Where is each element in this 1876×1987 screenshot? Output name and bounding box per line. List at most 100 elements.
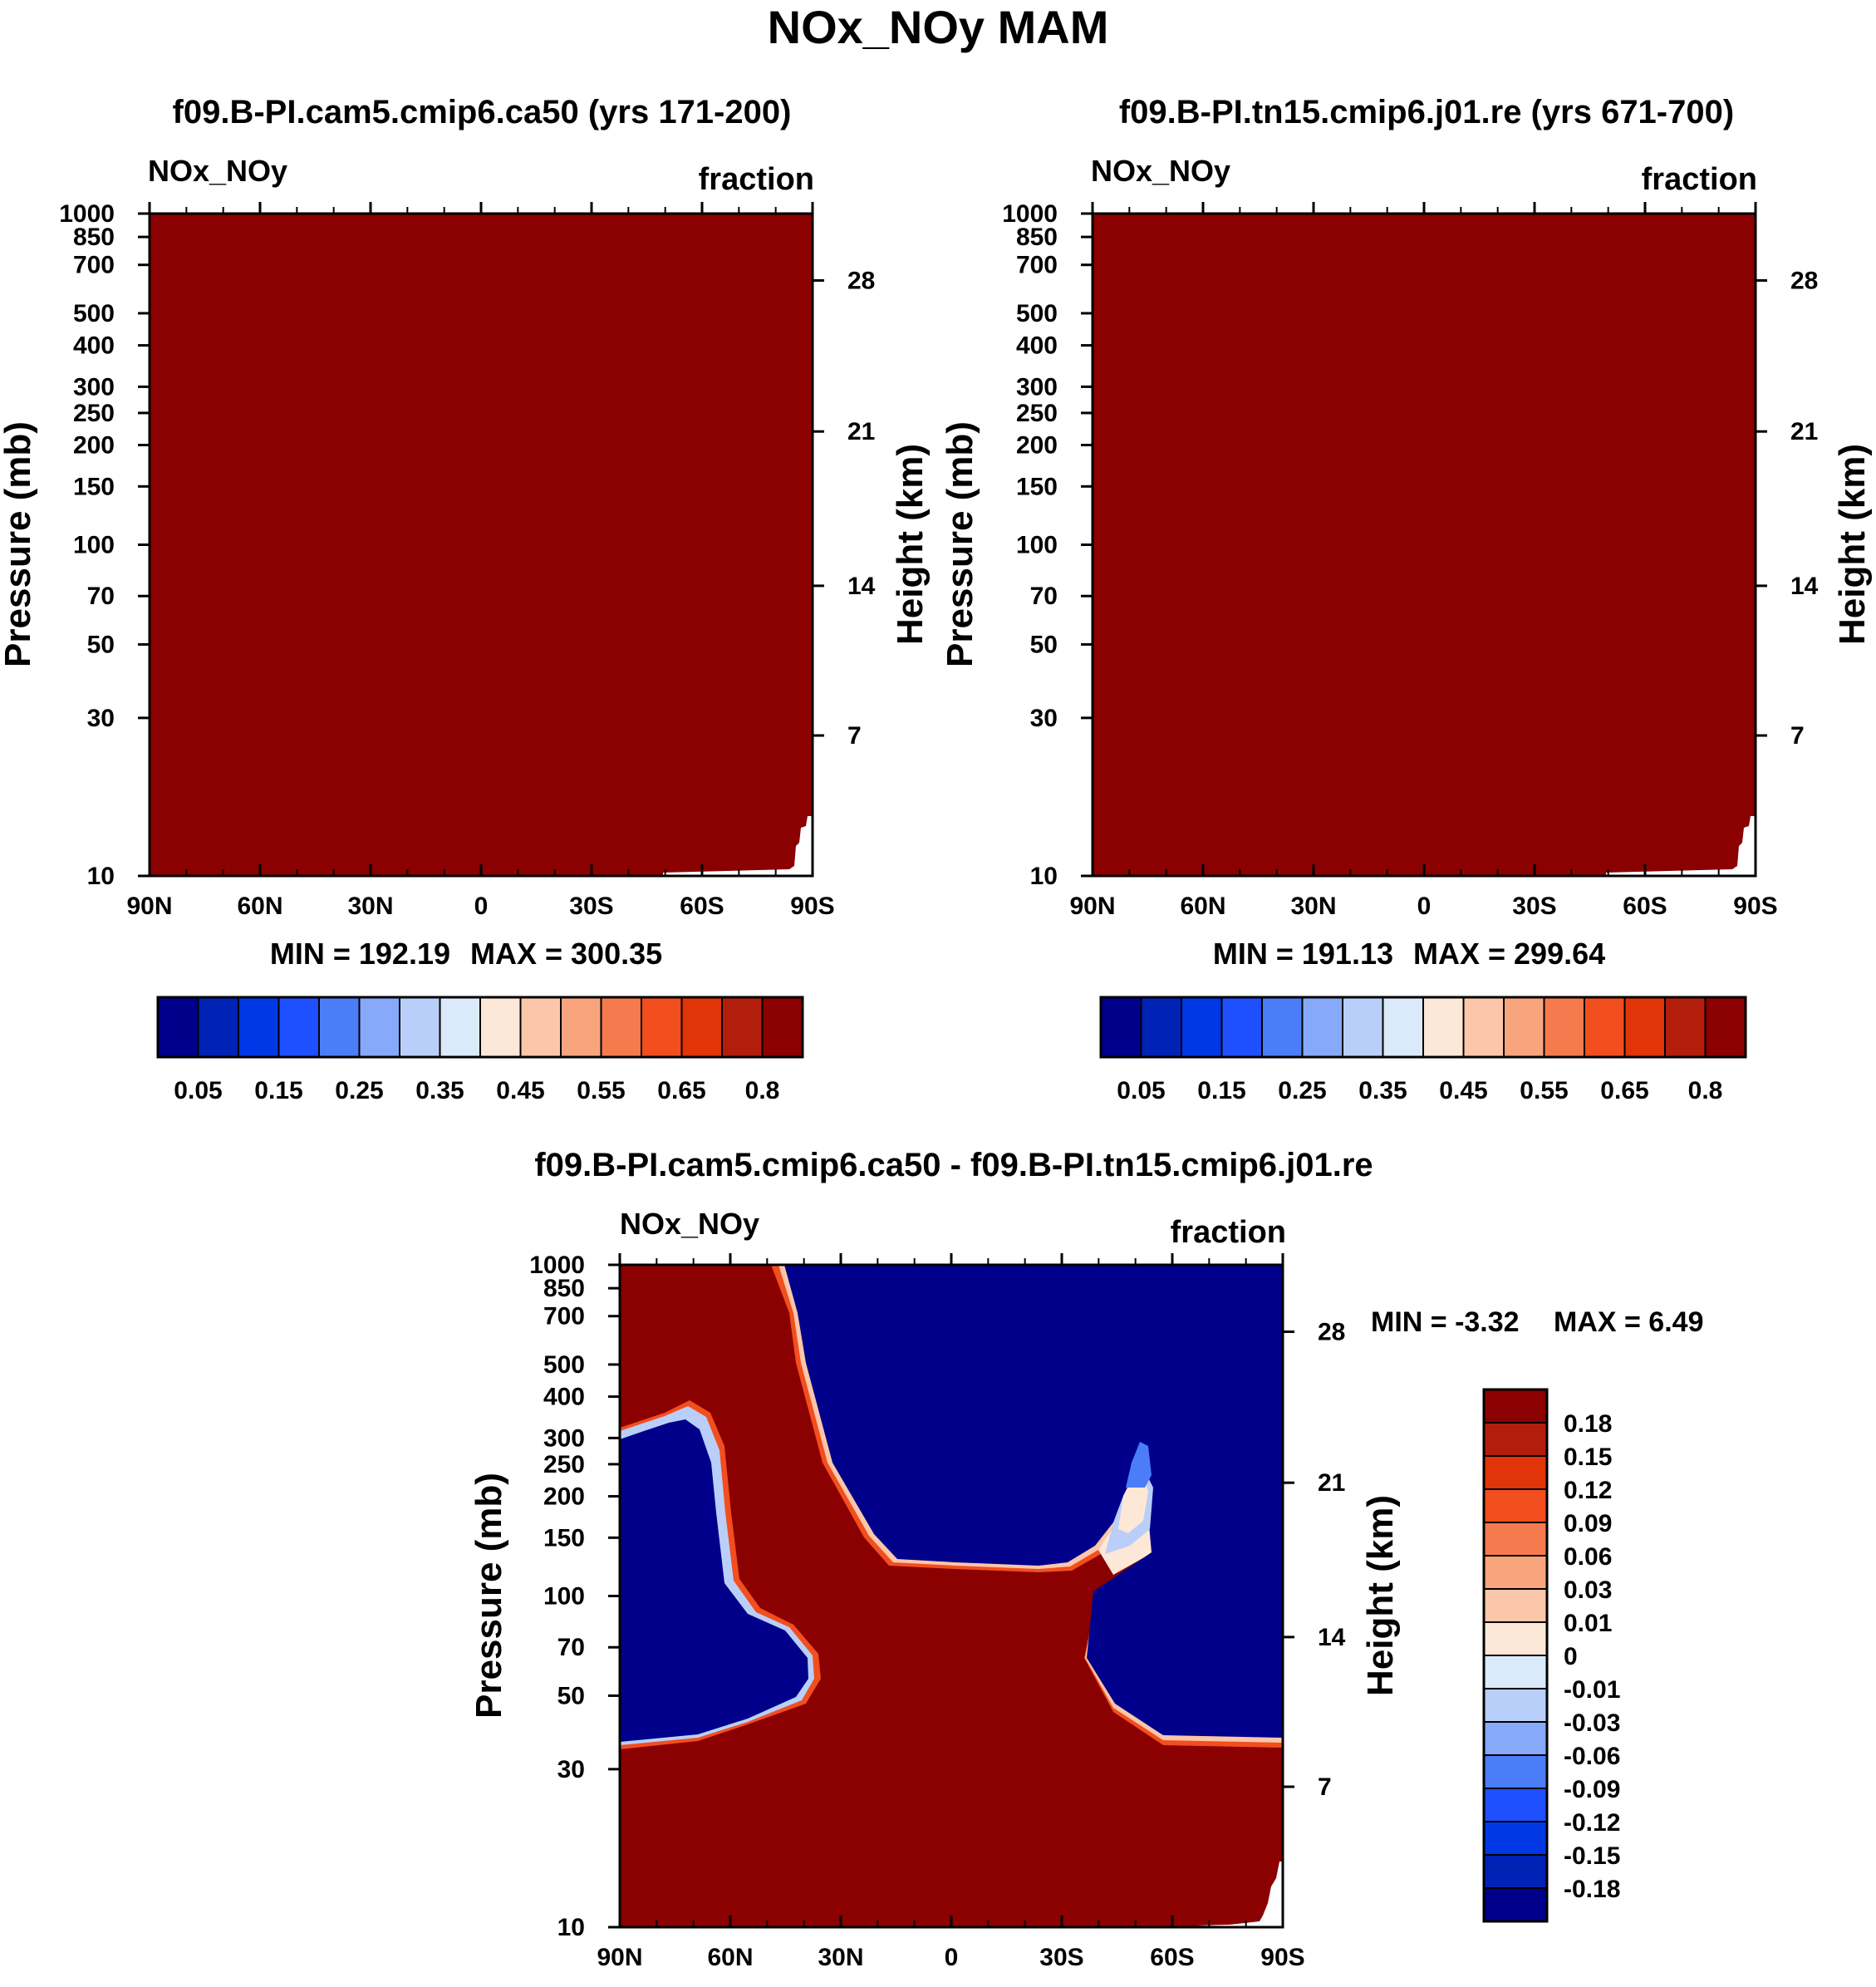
colorbar-box	[1483, 1788, 1548, 1822]
y-tick-label: 400	[543, 1384, 585, 1411]
panel-1-axes: 90N 60N 30N 0 30S 60S 90S 10 30 50 70 100 150 200 2503…	[59, 200, 875, 920]
x-tick-label: 60S	[1623, 893, 1667, 920]
colorbar-label: 0.03	[1564, 1576, 1612, 1604]
colorbar-label: 0.35	[415, 1077, 464, 1104]
y2-tick-label: 28	[1790, 267, 1818, 294]
colorbar-box	[1483, 1754, 1548, 1789]
colorbar-label: 0.8	[745, 1077, 780, 1104]
x-tick-label: 30S	[1512, 893, 1556, 920]
y-tick-label: 1000	[59, 200, 115, 228]
panel-1-colorbar: 0.05 0.15 0.25 0.35 0.45 0.55 0.65 0.8	[156, 996, 804, 1104]
colorbar-box	[1483, 1887, 1548, 1922]
colorbar-box	[1140, 996, 1182, 1058]
colorbar-box	[721, 996, 764, 1058]
x-tick-label: 90S	[1260, 1944, 1304, 1971]
colorbar-box	[1664, 996, 1707, 1058]
colorbar-label: -0.09	[1564, 1776, 1620, 1803]
colorbar-box	[600, 996, 642, 1058]
panel-3-max-label: MAX = 6.49	[1554, 1306, 1703, 1338]
colorbar-box	[1483, 1522, 1548, 1557]
y-tick-label: 1000	[529, 1252, 585, 1279]
colorbar-label: -0.01	[1564, 1676, 1620, 1704]
y2-tick-label: 7	[1790, 722, 1805, 750]
colorbar-box	[680, 996, 723, 1058]
y-tick-label: 400	[73, 332, 115, 360]
panel-3-ylabel: Pressure (mb)	[469, 1473, 509, 1719]
x-tick-label: 90N	[597, 1944, 642, 1971]
y-tick-label: 250	[543, 1451, 585, 1478]
panel-1-title: f09.B-PI.cam5.cmip6.ca50 (yrs 171-200)	[173, 94, 792, 130]
y2-tick-label: 14	[847, 573, 876, 600]
y-tick-label: 30	[557, 1756, 585, 1783]
y-tick-label: 500	[543, 1351, 585, 1379]
colorbar-box	[1483, 1721, 1548, 1756]
colorbar-box	[1483, 1688, 1548, 1723]
panel-1: f09.B-PI.cam5.cmip6.ca50 (yrs 171-200) N…	[0, 94, 931, 1104]
colorbar-label: 0.18	[1564, 1410, 1612, 1438]
colorbar-box	[1181, 996, 1223, 1058]
panel-3-field	[620, 1265, 1283, 1927]
field-surface-gap	[663, 816, 813, 876]
y-tick-label: 70	[1030, 583, 1058, 610]
colorbar-box	[1261, 996, 1304, 1058]
colorbar-box	[1483, 1621, 1548, 1656]
colorbar-box	[1483, 1455, 1548, 1490]
colorbar-label: 0.65	[1600, 1077, 1648, 1104]
y-tick-label: 250	[73, 400, 115, 427]
colorbar-frame	[1099, 996, 1747, 1059]
y-tick-label: 70	[87, 583, 115, 610]
colorbar-label: 0.05	[1117, 1077, 1165, 1104]
colorbar-box	[358, 996, 400, 1058]
panel-2-units-label: fraction	[1642, 162, 1757, 197]
panel-3-surface-gap	[1196, 1862, 1283, 1927]
x-tick-label: 90N	[126, 893, 172, 920]
y-tick-label: 500	[1016, 300, 1058, 327]
y2-tick-label: 28	[1318, 1318, 1345, 1345]
colorbar-label: 0.35	[1358, 1077, 1407, 1104]
colorbar-label: 0.01	[1564, 1610, 1612, 1637]
y2-tick-label: 7	[847, 722, 862, 750]
colorbar-box	[399, 996, 441, 1058]
panel-2-max-label: MAX = 299.64	[1413, 937, 1605, 971]
field-max-region	[1093, 214, 1756, 876]
panel-2-ylabel: Pressure (mb)	[940, 421, 980, 667]
panel-2: f09.B-PI.tn15.cmip6.j01.re (yrs 671-700)…	[940, 94, 1873, 1104]
y-tick-label: 200	[73, 432, 115, 460]
colorbar-label: 0.25	[335, 1077, 383, 1104]
colorbar-box	[277, 996, 320, 1058]
colorbar-box	[238, 996, 280, 1058]
colorbar-box	[1483, 1555, 1548, 1590]
panel-2-field	[1093, 214, 1756, 876]
colorbar-box	[1483, 1422, 1548, 1457]
x-tick-label: 30S	[1039, 1944, 1083, 1971]
y-tick-label: 250	[1016, 400, 1058, 427]
panel-3-colorbar: 0.18 0.15 0.12 0.09 0.06 0.03 0.01 0 -0.01 -0.03 -…	[1482, 1388, 1620, 1923]
colorbar-label: 0.15	[254, 1077, 302, 1104]
y2-tick-label: 21	[1318, 1469, 1345, 1497]
panel-3-axes: 90N 60N 30N 0 30S 60S 90S 10 30 50 70 100 150 200 2503…	[529, 1252, 1345, 1971]
y2-tick-label: 28	[847, 267, 875, 294]
y-tick-label: 300	[543, 1424, 585, 1452]
colorbar-label: 0.8	[1688, 1077, 1723, 1104]
y-tick-label: 70	[557, 1634, 585, 1661]
y-tick-label: 100	[1016, 532, 1058, 559]
panel-1-variable-label: NOx_NOy	[148, 154, 287, 188]
colorbar-label: 0.15	[1564, 1444, 1612, 1471]
panel-2-min-label: MIN = 191.13	[1213, 937, 1393, 971]
colorbar-label: -0.03	[1564, 1709, 1620, 1737]
y-tick-label: 850	[1016, 224, 1058, 251]
colorbar-box	[761, 996, 803, 1058]
colorbar-box	[560, 996, 602, 1058]
colorbar-box	[1301, 996, 1343, 1058]
x-tick-label: 60N	[707, 1944, 753, 1971]
y2-tick-label: 14	[1790, 573, 1819, 600]
colorbar-box	[1100, 996, 1142, 1058]
colorbar-box	[318, 996, 361, 1058]
y-tick-label: 30	[87, 705, 115, 732]
colorbar-box	[1462, 996, 1505, 1058]
panel-1-max-label: MAX = 300.35	[470, 937, 662, 971]
colorbar-box	[1483, 1488, 1548, 1523]
y-tick-label: 300	[1016, 373, 1058, 401]
x-tick-label: 60N	[237, 893, 282, 920]
